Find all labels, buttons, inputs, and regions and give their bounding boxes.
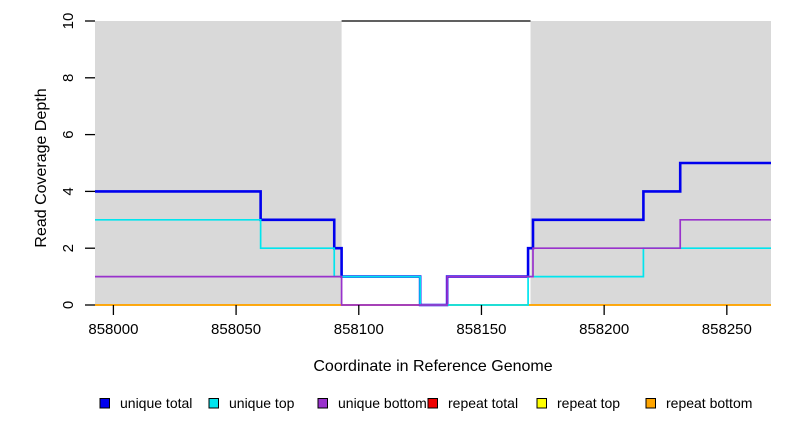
y-tick-label: 8 <box>60 74 77 82</box>
legend: unique total unique top unique bottom repea… <box>99 395 752 411</box>
legend-label: unique bottom <box>338 395 427 411</box>
legend-label: unique top <box>229 395 295 411</box>
x-tick-label: 858000 <box>88 321 138 338</box>
legend-swatch <box>99 398 110 409</box>
y-tick-label: 2 <box>60 244 77 252</box>
legend-item-repeat-top: repeat top <box>536 395 620 411</box>
series-layer <box>95 20 771 307</box>
legend-swatch <box>317 398 328 409</box>
legend-label: unique total <box>120 395 192 411</box>
y-tick-label: 10 <box>60 13 77 30</box>
legend-swatch <box>427 398 438 409</box>
legend-swatch <box>645 398 656 409</box>
y-axis-label: Read Coverage Depth <box>33 88 50 247</box>
x-tick-label: 858100 <box>334 321 384 338</box>
legend-label: repeat total <box>448 395 518 411</box>
legend-swatch <box>536 398 547 409</box>
x-tick-label: 858200 <box>579 321 629 338</box>
shaded-regions-layer <box>95 21 771 305</box>
y-tick-label: 0 <box>60 301 77 309</box>
legend-label: repeat top <box>557 395 620 411</box>
series-unique-bottom <box>95 218 771 306</box>
y-tick-label: 6 <box>60 130 77 138</box>
axes-layer: 858000 858050 858100 858150 858200 858250 0 2 4 6… <box>60 13 752 338</box>
x-tick-label: 858150 <box>456 321 506 338</box>
x-tick-label: 858050 <box>211 321 261 338</box>
legend-item-repeat-bottom: repeat bottom <box>645 395 752 411</box>
legend-label: repeat bottom <box>666 395 752 411</box>
y-tick-label: 4 <box>60 187 77 195</box>
legend-item-unique-total: unique total <box>99 395 192 411</box>
shaded-region <box>95 21 342 305</box>
legend-item-unique-top: unique top <box>208 395 295 411</box>
legend-item-unique-bottom: unique bottom <box>317 395 427 411</box>
x-axis-label: Coordinate in Reference Genome <box>313 358 552 375</box>
legend-item-repeat-total: repeat total <box>427 395 518 411</box>
x-tick-label: 858250 <box>702 321 752 338</box>
series-unique-top <box>95 218 771 306</box>
legend-swatch <box>208 398 219 409</box>
